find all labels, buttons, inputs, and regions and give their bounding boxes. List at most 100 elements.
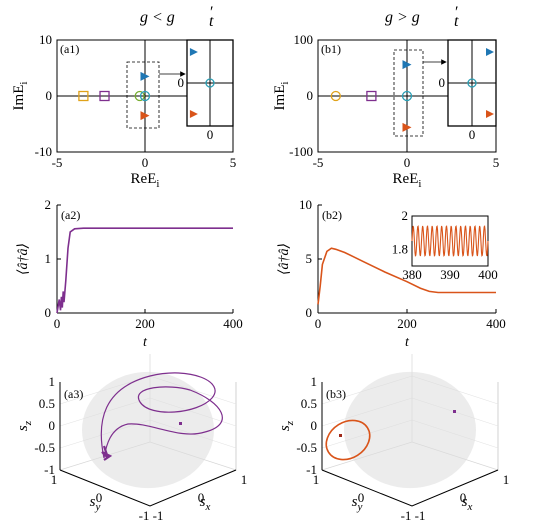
fixed-point xyxy=(179,422,182,425)
x-tick-label: -5 xyxy=(52,155,63,170)
y-tick-label: 0 xyxy=(96,490,103,505)
z-tick-label: 0.5 xyxy=(39,396,55,411)
limit-cycle xyxy=(325,419,371,461)
panel-label: (b2) xyxy=(322,208,342,222)
series-line xyxy=(317,247,496,305)
panel-label: (b1) xyxy=(321,42,341,56)
x-tick-label: 1 xyxy=(503,472,510,487)
y-tick-label: -100 xyxy=(289,144,313,159)
title-a1: g < g ′ t xyxy=(140,4,214,30)
y-tick-label: 0 xyxy=(45,305,52,320)
data-point xyxy=(99,90,110,102)
inset-point xyxy=(486,48,494,57)
data-point xyxy=(401,90,413,102)
x-axis-label: sx xyxy=(462,494,473,513)
z-axis-label: sz xyxy=(277,420,296,431)
zoom-region xyxy=(126,61,160,129)
axis-lines xyxy=(321,469,499,507)
data-point xyxy=(134,90,145,102)
y-tick-label: 1 xyxy=(313,472,320,487)
inset-x-tick: 390 xyxy=(440,267,460,282)
y-tick-label: 1 xyxy=(45,251,52,266)
y-tick-label: 10 xyxy=(39,32,52,47)
y-tick-label: 5 xyxy=(306,251,313,266)
title-a1-main: g < g xyxy=(140,9,175,26)
x-tick-label: 0 xyxy=(142,155,149,170)
title-a1-prime: ′ xyxy=(209,4,213,21)
y-tick-label: 0 xyxy=(306,305,313,320)
panel-b1: -5 0 5 -100 0 100 ReEi ImEi (b1) 0 0 xyxy=(272,32,499,190)
data-point xyxy=(402,60,412,70)
x-axis-label: t xyxy=(405,335,410,350)
panel-a2: 0 200 400 0 1 2 t ⟨â†â⟩ (a2) xyxy=(16,197,243,350)
x-tick-label: -1 xyxy=(415,508,426,521)
inset-point xyxy=(467,78,477,88)
zoom-region xyxy=(393,49,424,137)
inset-point xyxy=(189,48,198,57)
y-tick-label: -10 xyxy=(35,144,52,159)
panel-label: (a2) xyxy=(61,208,80,222)
x-tick-label: 0 xyxy=(198,490,205,505)
inset-y-tick: 0 xyxy=(178,75,185,90)
y-tick-label: 0 xyxy=(46,88,53,103)
x-tick-label: 5 xyxy=(230,155,237,170)
panel-label: (a1) xyxy=(60,42,79,56)
z-tick-label: -0.5 xyxy=(34,440,55,455)
x-tick-label: 0 xyxy=(315,316,322,331)
series-line xyxy=(56,227,233,314)
x-axis-label: ReEi xyxy=(131,171,160,190)
x-axis-label: sx xyxy=(200,494,211,513)
x-tick-label: 400 xyxy=(223,316,243,331)
title-b1: g > g ′ t xyxy=(385,4,459,30)
inset-x-tick: 0 xyxy=(469,127,476,142)
y-tick-label: -1 xyxy=(401,508,412,521)
inset-y-tick: 2 xyxy=(402,208,409,223)
fixed-point xyxy=(453,410,456,413)
x-tick-label: 0 xyxy=(460,490,467,505)
z-axis-label: sz xyxy=(15,420,34,431)
bloch-sphere xyxy=(82,371,214,489)
z-tick-label: 1 xyxy=(49,374,56,389)
data-point xyxy=(366,90,377,102)
y-axis-label: ImEi xyxy=(11,82,30,111)
bloch-sphere xyxy=(344,371,476,489)
y-axis-label: ⟨â†â⟩ xyxy=(277,243,292,275)
x-axis-label: t xyxy=(143,335,148,350)
inset-point xyxy=(486,109,494,118)
z-tick-label: 0.5 xyxy=(301,396,317,411)
inset-point xyxy=(205,78,215,88)
inset-x-tick: 400 xyxy=(478,267,498,282)
title-b1-main: g > g xyxy=(385,9,420,26)
x-tick-label: 0 xyxy=(404,155,411,170)
inset-y-tick: 1.8 xyxy=(392,241,408,256)
data-point xyxy=(402,122,412,132)
data-point xyxy=(330,90,341,102)
title-a1-sub: t xyxy=(209,13,214,30)
panel-label: (b3) xyxy=(326,387,346,401)
inset-x-tick: 0 xyxy=(207,127,214,142)
z-tick-label: -1 xyxy=(44,462,55,477)
y-tick-label: 10 xyxy=(299,197,312,212)
y-axis-label: sy xyxy=(90,494,101,513)
y-tick-label: 0 xyxy=(307,88,314,103)
x-tick-label: 0 xyxy=(54,316,61,331)
y-tick-label: 2 xyxy=(45,197,52,212)
panel-label: (a3) xyxy=(64,387,83,401)
y-tick-label: 0 xyxy=(358,490,365,505)
z-tick-label: 1 xyxy=(311,374,318,389)
trajectory-start xyxy=(101,445,113,461)
axis-lines xyxy=(59,469,237,507)
inset-y-tick: 0 xyxy=(439,75,446,90)
data-point xyxy=(78,90,89,102)
x-tick-label: 1 xyxy=(241,472,248,487)
inset-series xyxy=(411,225,489,257)
z-tick-label: 0 xyxy=(311,418,318,433)
trajectory xyxy=(100,372,223,459)
fixed-point xyxy=(339,434,342,437)
x-tick-label: 200 xyxy=(135,316,155,331)
title-b1-sub: t xyxy=(454,13,459,30)
title-b1-prime: ′ xyxy=(454,4,458,21)
